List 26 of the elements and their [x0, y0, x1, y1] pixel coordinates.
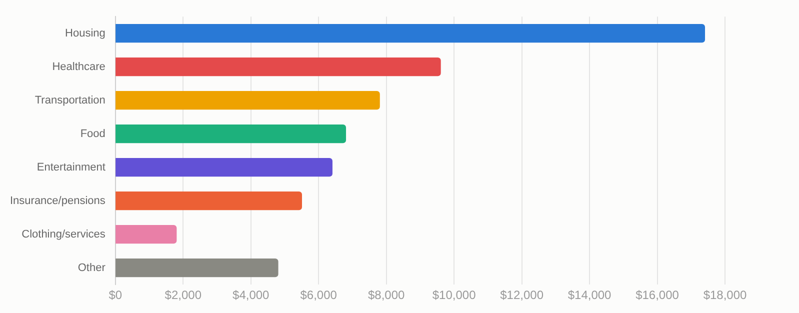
x-tick-label: $12,000: [500, 288, 544, 302]
bar: [116, 91, 380, 110]
y-tick-label: Clothing/services: [22, 228, 106, 240]
y-tick-label: Insurance/pensions: [10, 194, 106, 207]
bar: [116, 225, 177, 244]
y-tick-label: Food: [80, 128, 106, 140]
x-tick-label: $4,000: [232, 288, 270, 302]
bar: [116, 58, 441, 76]
x-tick-label: $14,000: [568, 288, 612, 302]
y-tick-label: Healthcare: [52, 60, 106, 73]
x-tick-label: $10,000: [432, 288, 476, 302]
x-tick-label: $0: [108, 288, 122, 302]
x-tick-label: $16,000: [636, 288, 680, 302]
bar: [116, 158, 332, 177]
bar: [116, 258, 278, 278]
x-tick-label: $18,000: [703, 288, 748, 302]
bar: [116, 24, 706, 43]
y-tick-label: Other: [78, 262, 106, 274]
x-tick-label: $8,000: [368, 288, 406, 302]
bar: [116, 192, 302, 210]
y-tick-label: Housing: [65, 27, 106, 40]
x-tick-label: $6,000: [300, 288, 338, 302]
y-tick-label: Entertainment: [36, 161, 106, 174]
y-tick-label: Transportation: [34, 94, 106, 106]
x-tick-label: $2,000: [164, 288, 202, 302]
bar: [116, 124, 346, 144]
